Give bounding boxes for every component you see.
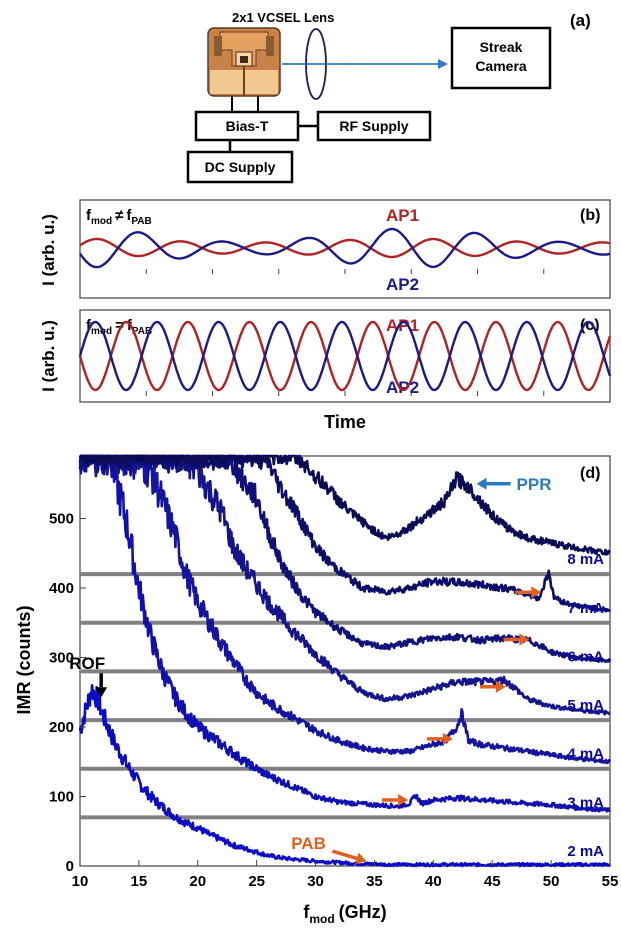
y-tick-label: 500 <box>49 511 74 528</box>
panel-b-chart: fmod ≠ fPAB (b) I (arb. u.) AP1 AP2 <box>39 199 611 299</box>
panel-a-label: (a) <box>570 11 591 30</box>
y-tick-label: 100 <box>49 789 74 806</box>
x-tick-label: 15 <box>131 873 148 890</box>
series-4-ma <box>78 454 612 765</box>
dc-supply-label: DC Supply <box>205 159 276 175</box>
bias-t-box <box>194 110 300 142</box>
panel-d-ylabel: IMR (counts) <box>14 606 34 715</box>
panel-d-series <box>78 454 612 868</box>
x-tick-label: 50 <box>543 873 560 890</box>
panel-d-label: (d) <box>580 465 600 482</box>
orange-arrow-4 <box>515 586 542 599</box>
panel-d-ticks: 10 15 20 25 30 35 40 45 50 55 0 100 200 300 400 500 <box>49 511 618 890</box>
annotation-arrow-pab <box>332 849 367 865</box>
rf-supply-label: RF Supply <box>339 118 408 134</box>
series-label-5-ma: 5 mA <box>567 697 604 714</box>
panel-b-ylabel: I (arb. u.) <box>39 214 58 286</box>
panel-d-xlabel: fmod (GHz) <box>303 902 386 926</box>
orange-arrow-0 <box>382 793 409 806</box>
x-tick-label: 35 <box>366 873 383 890</box>
lens-label: Lens <box>304 10 334 25</box>
series-3-ma <box>79 454 611 813</box>
panel-b-frame <box>79 199 611 299</box>
series-label-6-ma: 6 mA <box>567 648 604 665</box>
panel-b-legend-ap2: AP2 <box>386 275 419 294</box>
x-tick-label: 25 <box>248 873 265 890</box>
series-label-4-ma: 4 mA <box>567 746 604 763</box>
panel-d-series-labels: 2 mA 3 mA 4 mA 5 mA 6 mA 7 mA 8 mA <box>567 551 604 860</box>
dc-supply-box <box>186 150 294 184</box>
camera-label-line2: Camera <box>475 58 527 74</box>
panel-c-xlabel: Time <box>324 412 366 432</box>
trace-ap1 <box>79 237 611 259</box>
panel-d-chart: 10 15 20 25 30 35 40 45 50 55 0 100 200 300 400 500 2 m… <box>14 454 618 926</box>
trace-ap2 <box>79 227 611 269</box>
annotation-ppr: PPR <box>517 475 552 494</box>
series-label-8-ma: 8 mA <box>567 551 604 568</box>
panel-d-annotations: ROF PAB PPR <box>69 475 552 865</box>
panel-b-legend-ap1: AP1 <box>386 206 419 225</box>
annotation-rof: ROF <box>69 654 105 673</box>
x-tick-label: 30 <box>307 873 324 890</box>
y-tick-label: 300 <box>49 650 74 667</box>
series-label-7-ma: 7 mA <box>567 600 604 617</box>
annotation-arrow-rof <box>95 673 108 698</box>
x-tick-label: 55 <box>602 873 619 890</box>
annotation-pab: PAB <box>291 834 326 853</box>
x-tick-label: 45 <box>484 873 501 890</box>
vcsel-chip-image <box>207 27 281 97</box>
panel-b-label: (b) <box>580 207 600 224</box>
panel-b-condition: fmod ≠ fPAB <box>86 207 152 227</box>
panel-d-baselines <box>80 572 610 820</box>
series-2-ma <box>78 684 612 868</box>
chip-label: 2x1 VCSEL <box>232 10 301 25</box>
trace-ap2 <box>78 320 612 392</box>
x-tick-label: 20 <box>189 873 206 890</box>
x-tick-label: 10 <box>72 873 89 890</box>
y-tick-label: 0 <box>66 858 74 875</box>
panel-c-legend-ap2: AP2 <box>386 378 419 397</box>
orange-arrow-3 <box>503 633 530 646</box>
panel-c-ylabel: I (arb. u.) <box>39 320 58 392</box>
panel-a-schematic: (a) 2x1 VCSEL Lens Streak Camera <box>186 10 591 184</box>
camera-label-line1: Streak <box>480 39 523 55</box>
y-tick-label: 400 <box>49 580 74 597</box>
streak-camera-box <box>450 26 552 90</box>
y-tick-label: 200 <box>49 719 74 736</box>
panel-c-legend-ap1: AP1 <box>386 316 419 335</box>
series-label-2-ma: 2 mA <box>567 843 604 860</box>
x-tick-label: 40 <box>425 873 442 890</box>
panel-c-chart: fmod = fPAB (c) I (arb. u.) AP1 AP2 Time <box>39 309 612 432</box>
orange-arrow-2 <box>479 680 506 693</box>
trace-ap1 <box>78 320 612 392</box>
orange-arrow-1 <box>426 732 453 745</box>
series-label-3-ma: 3 mA <box>567 794 604 811</box>
annotation-arrow-ppr <box>476 477 511 490</box>
bias-t-label: Bias-T <box>226 118 269 134</box>
rf-supply-box <box>316 110 432 142</box>
series-8-ma <box>78 454 612 556</box>
beam-arrow <box>282 59 448 69</box>
